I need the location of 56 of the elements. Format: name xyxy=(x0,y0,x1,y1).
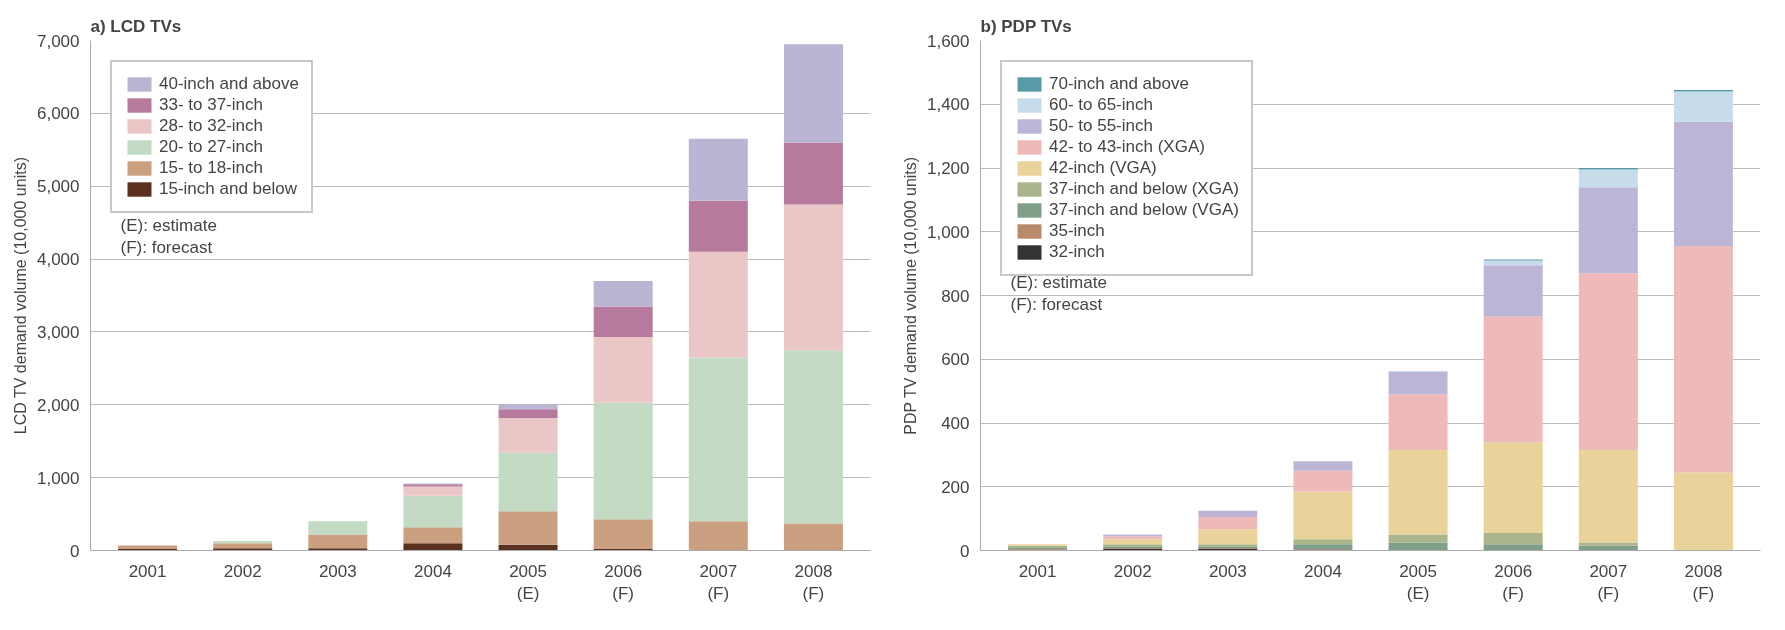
legend-label: 15- to 18-inch xyxy=(159,158,263,178)
legend-label: 33- to 37-inch xyxy=(159,95,263,115)
annotation: (F): forecast xyxy=(1010,294,1103,314)
legend-label: 35-inch xyxy=(1049,221,1105,241)
legend-label: 42- to 43-inch (XGA) xyxy=(1049,137,1205,157)
y-tick-label: 6,000 xyxy=(36,104,80,124)
legend-label: 60- to 65-inch xyxy=(1049,95,1153,115)
y-tick-label: 0 xyxy=(70,541,80,561)
legend-label: 42-inch (VGA) xyxy=(1049,158,1157,178)
x-tick-label: 2001 xyxy=(1018,561,1057,581)
y-tick-label: 1,200 xyxy=(926,159,970,178)
legend-label: 28- to 32-inch xyxy=(159,116,263,136)
chart-title: b) PDP TVs xyxy=(980,16,1072,36)
legend-label: 15-inch and below xyxy=(159,179,297,199)
chart-title: a) LCD TVs xyxy=(90,16,182,36)
x-tick-label: 2006 (F) xyxy=(1494,561,1533,604)
y-tick-label: 3,000 xyxy=(36,322,80,342)
y-axis-title: PDP TV demand volume (10,000 units) xyxy=(901,156,919,435)
legend-label: 20- to 27-inch xyxy=(159,137,263,157)
x-tick-label: 2007 (F) xyxy=(699,561,738,604)
y-tick-label: 600 xyxy=(941,350,970,370)
x-tick-label: 2007 (F) xyxy=(1589,561,1628,604)
annotation: (F): forecast xyxy=(120,237,213,257)
y-tick-label: 7,000 xyxy=(36,31,80,51)
x-tick-label: 2005 (E) xyxy=(509,561,547,604)
x-tick-label: 2003 xyxy=(1208,561,1247,581)
x-tick-label: 2004 xyxy=(1304,561,1342,581)
x-tick-label: 2008 (F) xyxy=(794,561,833,604)
x-tick-label: 2008 (F) xyxy=(1684,561,1723,604)
y-tick-label: 800 xyxy=(941,286,970,306)
y-tick-label: 5,000 xyxy=(36,177,80,197)
y-tick-label: 1,000 xyxy=(926,222,970,242)
y-tick-label: 4,000 xyxy=(36,250,80,270)
annotation: (E): estimate xyxy=(1010,272,1107,292)
x-tick-label: 2002 xyxy=(1113,561,1152,581)
legend-label: 37-inch and below (XGA) xyxy=(1049,179,1239,199)
y-tick-label: 0 xyxy=(960,541,970,561)
y-tick-label: 1,400 xyxy=(926,95,970,115)
legend-label: 37-inch and below (VGA) xyxy=(1049,200,1239,220)
y-tick-label: 1,000 xyxy=(36,468,80,488)
x-tick-label: 2006 (F) xyxy=(604,561,643,604)
x-tick-label: 2004 xyxy=(414,561,452,581)
legend-label: 70-inch and above xyxy=(1049,74,1189,94)
x-tick-label: 2005 (E) xyxy=(1399,561,1437,604)
y-axis-title: LCD TV demand volume (10,000 units) xyxy=(11,157,29,435)
y-tick-label: 1,600 xyxy=(926,31,970,51)
x-tick-label: 2001 xyxy=(128,561,167,581)
legend-label: 32-inch xyxy=(1049,242,1105,262)
x-tick-label: 2003 xyxy=(318,561,357,581)
annotation: (E): estimate xyxy=(120,215,217,235)
y-tick-label: 200 xyxy=(941,477,970,497)
x-tick-label: 2002 xyxy=(223,561,262,581)
legend-label: 50- to 55-inch xyxy=(1049,116,1153,136)
y-tick-label: 2,000 xyxy=(36,395,80,415)
y-tick-label: 400 xyxy=(941,414,970,433)
legend-label: 40-inch and above xyxy=(159,74,299,94)
